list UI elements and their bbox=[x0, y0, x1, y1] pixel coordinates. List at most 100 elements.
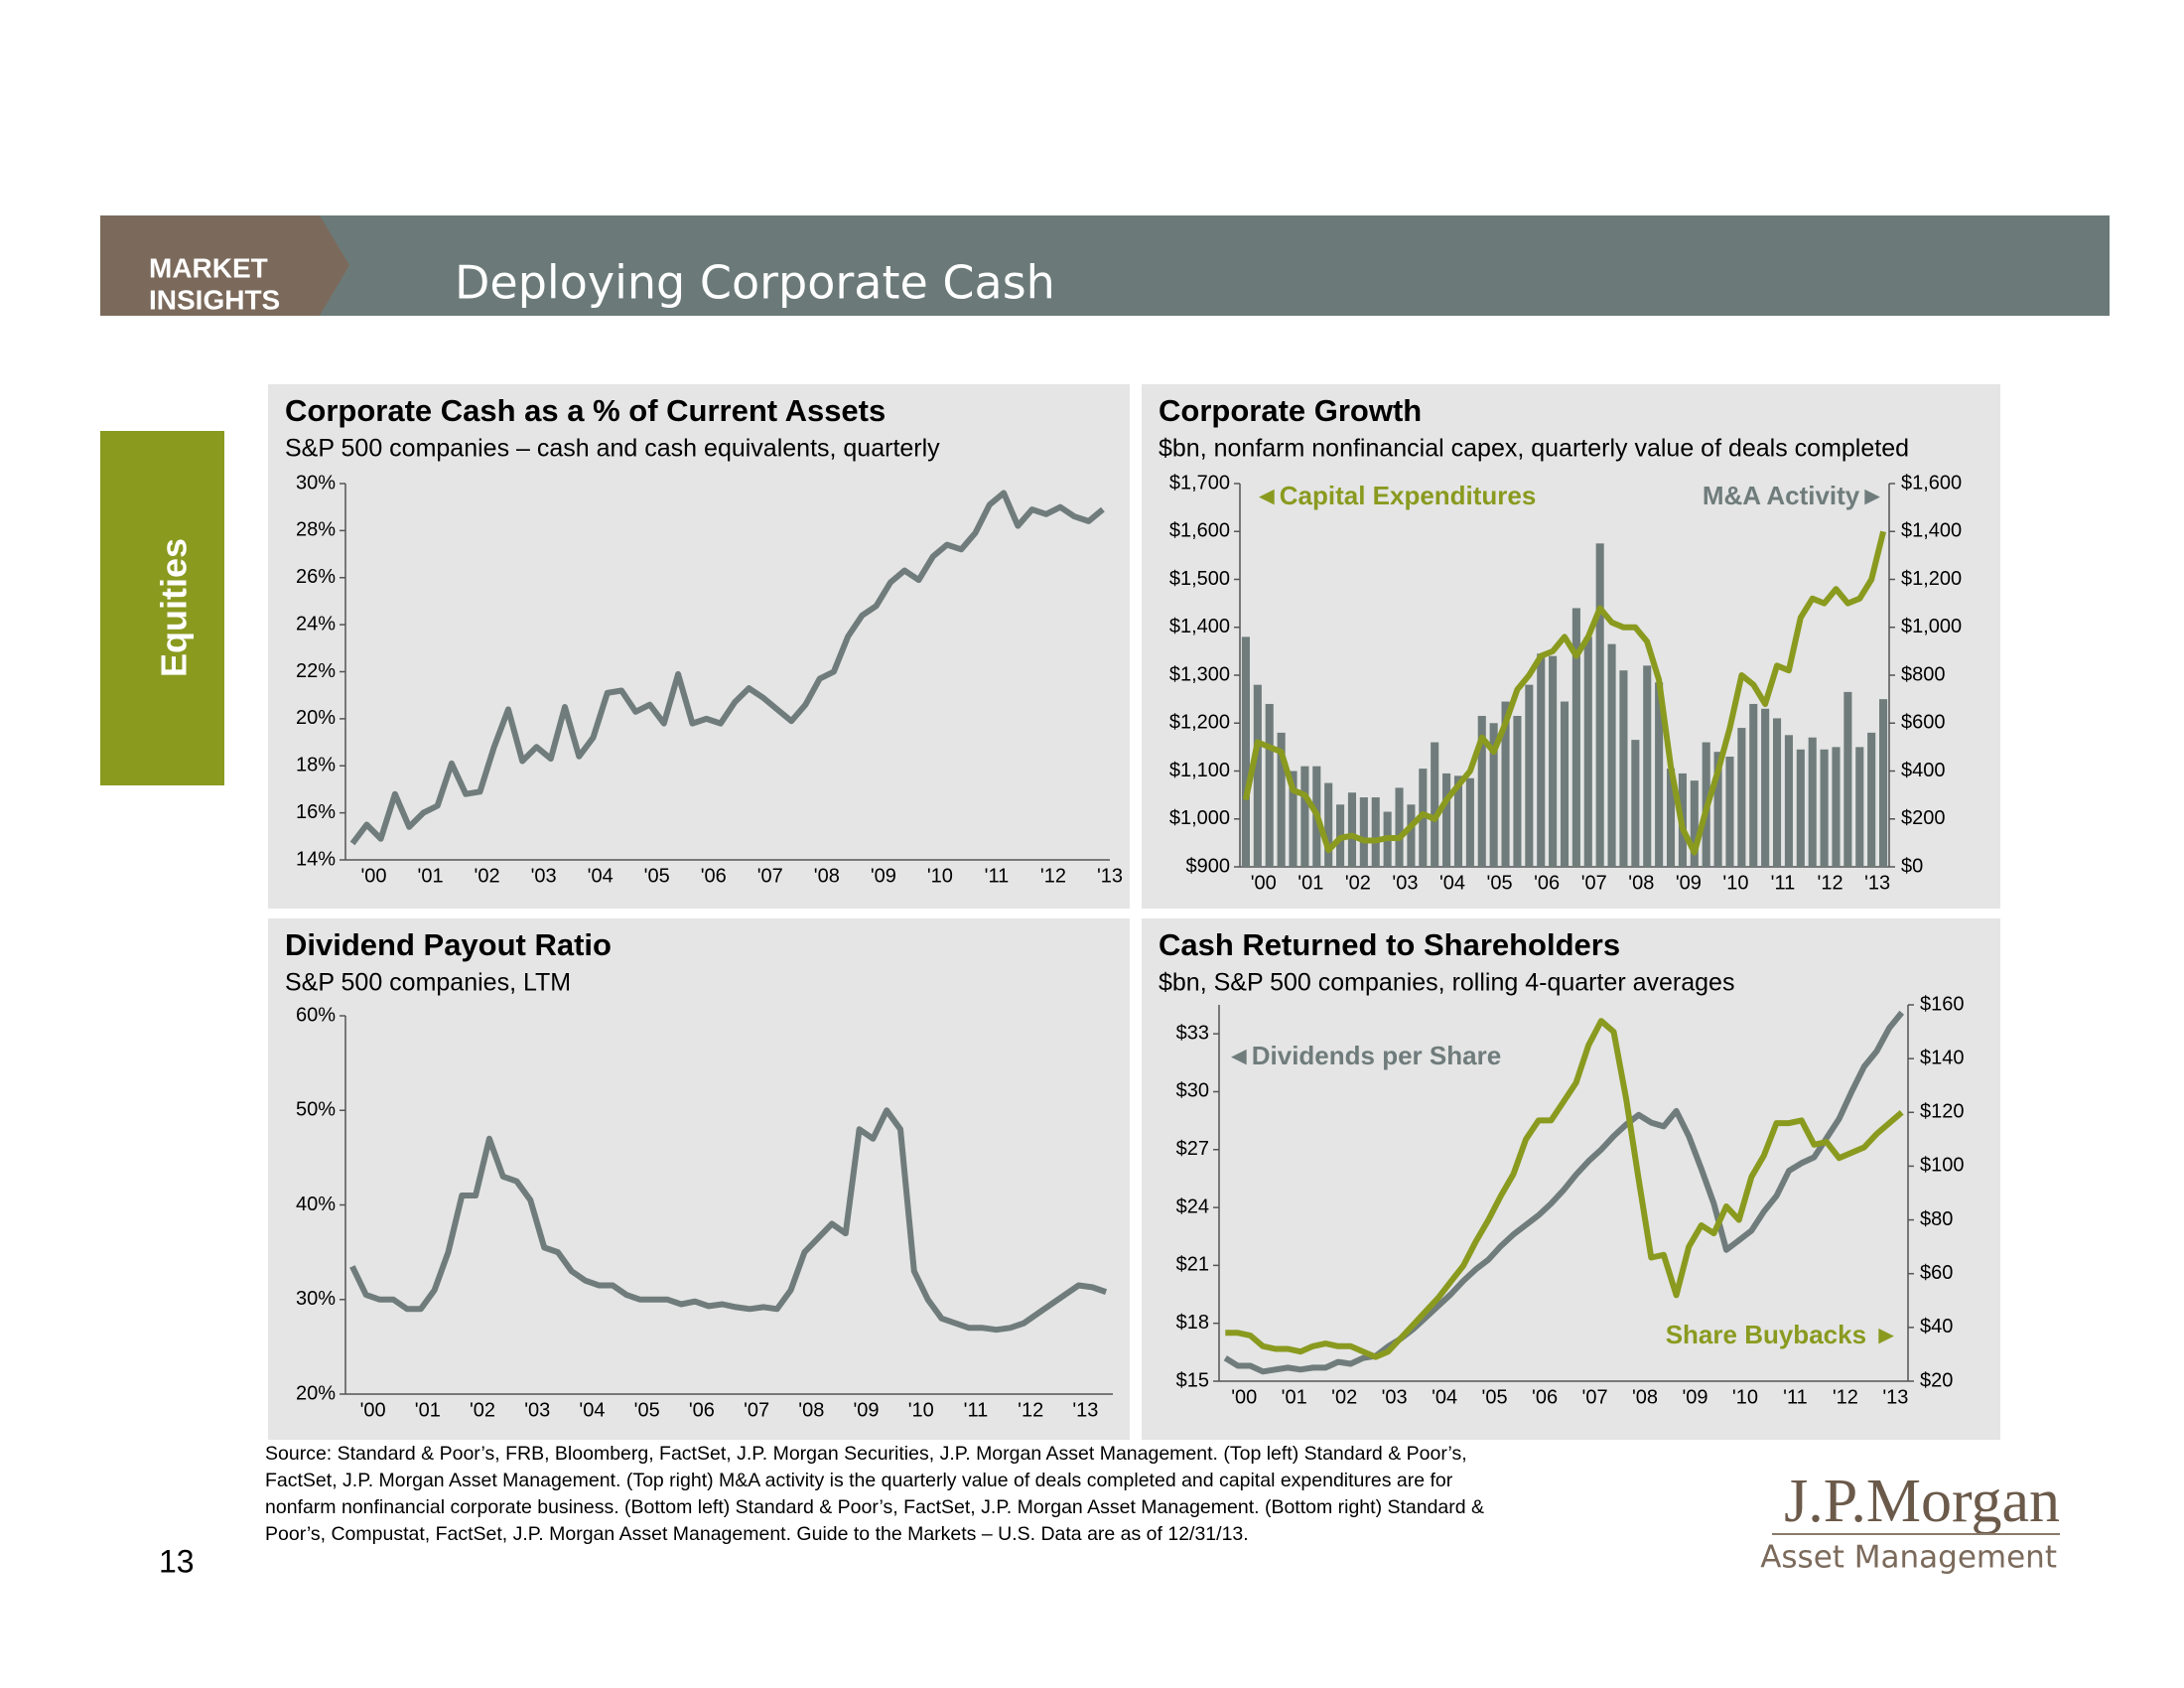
x-tick-label: '00 bbox=[360, 1399, 386, 1421]
y-tick-label: 16% bbox=[296, 801, 336, 823]
x-tick-label: '04 bbox=[588, 865, 614, 887]
x-tick-label: '09 bbox=[1676, 872, 1702, 894]
x-tick-label: '01 bbox=[1282, 1386, 1307, 1408]
brand-line: MARKET bbox=[149, 252, 268, 283]
line bbox=[349, 490, 1105, 846]
x-tick-label: '00 bbox=[1231, 1386, 1257, 1408]
x-tick-label: '05 bbox=[1487, 872, 1513, 894]
annotation: ◄Dividends per Share bbox=[1226, 1041, 1501, 1070]
y2-tick-label: $20 bbox=[1920, 1369, 1953, 1391]
source-line: nonfarm nonfinancial corporate business.… bbox=[265, 1496, 1484, 1518]
chart-subtitle: $bn, S&P 500 companies, rolling 4-quarte… bbox=[1159, 969, 1734, 997]
bar bbox=[1725, 757, 1734, 867]
y-tick-label: $1,400 bbox=[1169, 616, 1230, 637]
bar bbox=[1525, 684, 1534, 867]
bar bbox=[1371, 797, 1380, 867]
x-tick-label: '08 bbox=[1632, 1386, 1658, 1408]
source-line: Poor’s, Compustat, FactSet, J.P. Morgan … bbox=[265, 1523, 1249, 1545]
bar bbox=[1713, 752, 1722, 867]
bar bbox=[1643, 665, 1652, 867]
x-tick-label: '01 bbox=[1297, 872, 1323, 894]
x-tick-label: '13 bbox=[1097, 865, 1123, 887]
y-tick-label: 30% bbox=[296, 1288, 336, 1310]
y-tick-label: $1,000 bbox=[1169, 807, 1230, 829]
bar bbox=[1666, 769, 1676, 867]
y2-tick-label: $800 bbox=[1901, 663, 1946, 685]
bar bbox=[1395, 787, 1404, 867]
x-tick-label: '05 bbox=[634, 1399, 660, 1421]
bar bbox=[1855, 747, 1864, 867]
y-tick-label: $30 bbox=[1176, 1080, 1209, 1102]
y-tick-label: 20% bbox=[296, 707, 336, 729]
bar bbox=[1465, 777, 1474, 867]
x-tick-label: '11 bbox=[964, 1399, 989, 1421]
x-tick-label: '02 bbox=[1345, 872, 1371, 894]
source-line: Source: Standard & Poor’s, FRB, Bloomber… bbox=[265, 1443, 1467, 1465]
x-tick-label: '11 bbox=[985, 865, 1010, 887]
x-tick-label: '10 bbox=[908, 1399, 934, 1421]
x-tick-label: '05 bbox=[1482, 1386, 1508, 1408]
y-tick-label: $15 bbox=[1176, 1369, 1209, 1391]
x-tick-label: '10 bbox=[1722, 872, 1748, 894]
bar bbox=[1549, 655, 1558, 867]
panel bbox=[268, 384, 1130, 909]
y-tick-label: $33 bbox=[1176, 1022, 1209, 1044]
x-tick-label: '03 bbox=[531, 865, 557, 887]
bar bbox=[1820, 749, 1829, 867]
x-tick-label: '07 bbox=[1581, 872, 1607, 894]
x-tick-label: '12 bbox=[1040, 865, 1066, 887]
bar bbox=[1772, 718, 1782, 867]
bar bbox=[1324, 782, 1333, 867]
section-tab bbox=[100, 431, 224, 785]
bar bbox=[1749, 703, 1758, 867]
bar bbox=[1879, 699, 1888, 867]
y-tick-label: 30% bbox=[296, 472, 336, 493]
y-tick-label: $1,300 bbox=[1169, 663, 1230, 685]
slide-title: Deploying Corporate Cash bbox=[455, 256, 1055, 310]
y-tick-label: 18% bbox=[296, 755, 336, 776]
bar bbox=[1619, 670, 1628, 867]
line bbox=[1223, 1010, 1905, 1375]
x-tick-label: '12 bbox=[1818, 872, 1843, 894]
bar bbox=[1867, 732, 1876, 867]
bar bbox=[1513, 716, 1522, 867]
line bbox=[1242, 530, 1887, 856]
x-tick-label: '09 bbox=[853, 1399, 879, 1421]
line bbox=[1225, 1018, 1904, 1360]
y2-tick-label: $120 bbox=[1920, 1101, 1965, 1123]
bar bbox=[1583, 636, 1592, 867]
x-tick-label: '09 bbox=[1682, 1386, 1707, 1408]
source-line: FactSet, J.P. Morgan Asset Management. (… bbox=[265, 1470, 1453, 1491]
bar bbox=[1347, 792, 1357, 867]
bar bbox=[1843, 691, 1852, 867]
y-tick-label: $24 bbox=[1176, 1196, 1209, 1217]
chart-title: Corporate Cash as a % of Current Assets bbox=[285, 393, 886, 428]
y-tick-label: 20% bbox=[296, 1382, 336, 1404]
y2-tick-label: $1,000 bbox=[1901, 616, 1962, 637]
brand-line: INSIGHTS bbox=[149, 284, 280, 315]
y2-tick-label: $140 bbox=[1920, 1047, 1965, 1068]
line bbox=[349, 1107, 1108, 1334]
y-tick-label: $18 bbox=[1176, 1312, 1209, 1334]
y-tick-label: 26% bbox=[296, 566, 336, 588]
y-tick-label: 14% bbox=[296, 848, 336, 870]
y-tick-label: 22% bbox=[296, 660, 336, 682]
bar bbox=[1784, 735, 1793, 867]
x-tick-label: '01 bbox=[415, 1399, 441, 1421]
x-tick-label: '03 bbox=[1392, 872, 1418, 894]
y-tick-label: 28% bbox=[296, 519, 336, 541]
x-tick-label: '04 bbox=[1432, 1386, 1457, 1408]
x-tick-label: '08 bbox=[798, 1399, 824, 1421]
x-tick-label: '05 bbox=[644, 865, 670, 887]
section-label: Equities bbox=[154, 538, 195, 677]
x-tick-label: '11 bbox=[1783, 1386, 1808, 1408]
y2-tick-label: $1,600 bbox=[1901, 472, 1962, 493]
y2-tick-label: $80 bbox=[1920, 1208, 1953, 1230]
x-tick-label: '06 bbox=[1532, 1386, 1558, 1408]
bar bbox=[1761, 708, 1770, 867]
y-tick-label: $900 bbox=[1186, 855, 1231, 877]
y2-tick-label: $100 bbox=[1920, 1155, 1965, 1177]
x-tick-label: '10 bbox=[927, 865, 953, 887]
bar bbox=[1655, 682, 1664, 867]
